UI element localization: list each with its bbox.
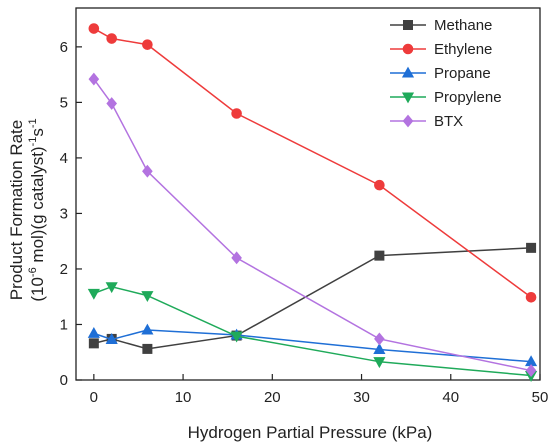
legend-item-propane: Propane <box>390 65 491 82</box>
x-tick-label: 50 <box>532 389 549 406</box>
data-point <box>105 282 118 294</box>
data-point <box>231 108 242 119</box>
y-tick-label: 1 <box>60 316 68 333</box>
legend-item-propylene: Propylene <box>390 89 502 106</box>
x-tick-label: 20 <box>264 389 281 406</box>
data-point <box>526 242 537 253</box>
data-point <box>106 33 117 44</box>
data-point <box>230 331 243 343</box>
x-axis-title: Hydrogen Partial Pressure (kPa) <box>188 423 433 442</box>
y-axis-title: Product Formation Rate (10-6 mol)(g cata… <box>7 118 47 301</box>
y-axis: 0 1 2 3 4 5 6 <box>60 39 82 389</box>
data-point <box>87 326 100 338</box>
data-point <box>88 72 100 86</box>
data-point <box>105 333 118 344</box>
legend-label: BTX <box>434 113 463 130</box>
legend-label: Methane <box>434 17 492 34</box>
y-tick-label: 6 <box>60 39 68 56</box>
y-tick-label: 5 <box>60 94 68 111</box>
plot-frame <box>75 7 541 381</box>
legend-label: Ethylene <box>434 41 492 58</box>
data-point <box>373 343 386 354</box>
data-point <box>141 323 154 335</box>
series-methane <box>88 242 537 354</box>
legend-marker <box>402 19 413 30</box>
data-point <box>87 288 100 300</box>
y-tick-label: 3 <box>60 205 68 222</box>
legend-label: Propane <box>434 65 491 82</box>
data-point <box>141 291 154 303</box>
data-point <box>106 97 118 110</box>
data-point <box>525 364 537 377</box>
x-tick-label: 40 <box>442 389 459 406</box>
series-propylene <box>87 282 538 382</box>
data-point <box>88 338 99 349</box>
legend-label: Propylene <box>434 89 502 106</box>
y-tick-label: 4 <box>60 150 68 167</box>
series-line <box>93 78 532 372</box>
data-point <box>374 250 385 261</box>
data-point <box>525 291 537 303</box>
legend-marker <box>401 92 415 104</box>
legend-item-methane: Methane <box>390 17 492 34</box>
data-point <box>142 39 153 50</box>
data-point <box>374 179 385 191</box>
x-tick-label: 30 <box>353 389 370 406</box>
y-tick-label: 2 <box>60 261 68 278</box>
data-point <box>231 251 242 265</box>
series-line <box>93 247 532 350</box>
series-btx <box>88 72 537 377</box>
y-tick-label: 0 <box>60 372 68 389</box>
data-point <box>374 332 385 346</box>
y-axis-title-line1: Product Formation Rate <box>7 120 26 300</box>
data-point <box>142 343 153 354</box>
legend-item-ethylene: Ethylene <box>390 41 492 58</box>
data-point <box>88 23 100 34</box>
data-point <box>373 357 386 369</box>
legend-marker <box>402 43 414 55</box>
series-layer <box>87 23 538 382</box>
series-ethylene <box>88 23 537 303</box>
legend-marker <box>402 114 414 128</box>
x-tick-label: 0 <box>90 389 98 406</box>
x-axis: 0 10 20 30 40 50 <box>90 374 549 406</box>
series-line <box>93 285 532 377</box>
legend-marker <box>401 66 415 78</box>
data-point <box>142 164 153 178</box>
x-tick-label: 10 <box>175 389 192 406</box>
series-propane <box>87 323 538 367</box>
legend: Methane Ethylene Propane Propylene BTX <box>390 17 502 130</box>
y-axis-title-line2: (10-6 mol)(g catalyst)-1s-1 <box>27 118 47 301</box>
legend-item-btx: BTX <box>390 113 463 130</box>
